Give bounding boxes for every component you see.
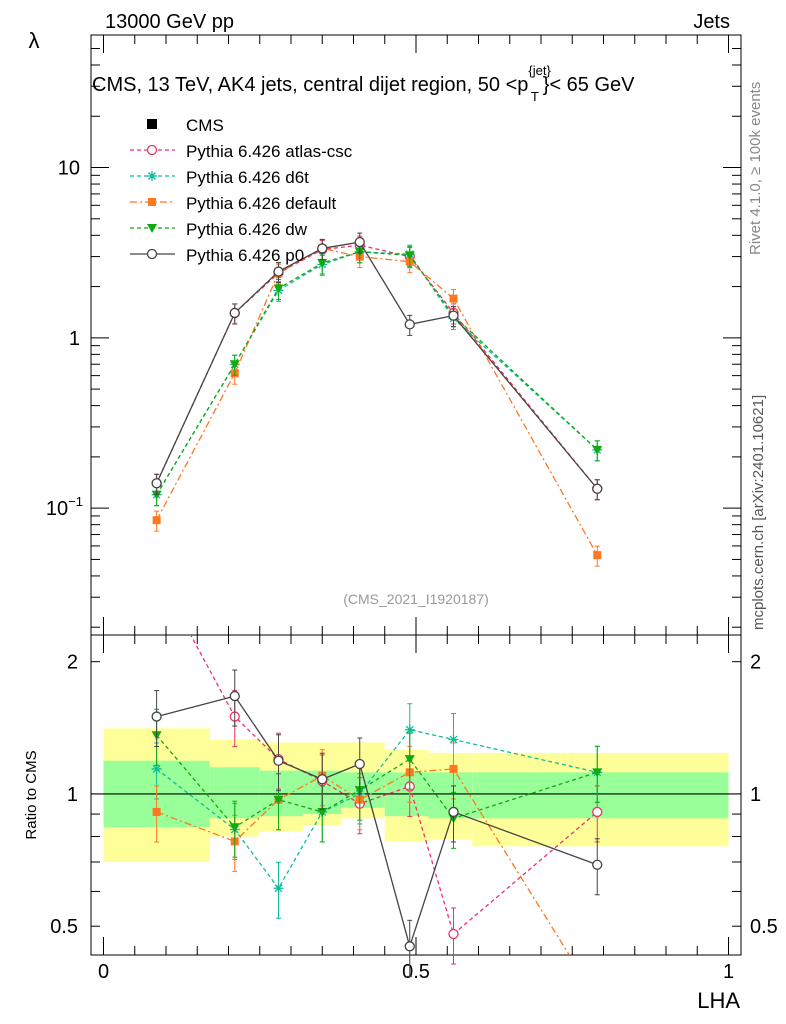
- analysis-watermark: (CMS_2021_I1920187): [343, 591, 489, 607]
- ratio-ytick-label-right: 0.5: [750, 916, 778, 938]
- main-line-d6t: [156, 251, 598, 496]
- main-y-axis-label: λ: [29, 28, 40, 53]
- plot-title-sub: T: [531, 89, 539, 104]
- main-point-dw: [229, 360, 240, 370]
- plot-title-end: }< 65 GeV: [543, 74, 635, 96]
- legend-marker-dw: [147, 224, 157, 233]
- main-point-dw: [317, 259, 328, 269]
- main-point-dw: [151, 490, 162, 500]
- ratio-point-p0: [592, 859, 603, 870]
- main-point-dw: [592, 445, 603, 455]
- ratio-point-p0: [229, 690, 240, 702]
- ratio-line-p0: [156, 695, 598, 949]
- header-left: 13000 GeV pp: [105, 11, 234, 33]
- ratio-ytick-label-right: 2: [750, 652, 761, 674]
- main-point-dw: [404, 251, 415, 261]
- main-line-p0: [156, 241, 598, 490]
- ratio-y-axis-label: Ratio to CMS: [23, 750, 40, 839]
- ratio-line-d6t: [156, 729, 598, 890]
- plot-title: CMS, 13 TeV, AK4 jets, central dijet reg…: [92, 63, 635, 104]
- legend-marker-d6t: [147, 171, 157, 181]
- legend-label-cms: CMS: [186, 116, 224, 135]
- main-ytick-label-base: 10: [46, 498, 68, 520]
- ratio-series-p0: [151, 669, 603, 977]
- ratio-ytick-label-left: 1: [67, 784, 78, 806]
- ratio-uncertainty-bands: [103, 728, 729, 863]
- ratio-ytick-label-left: 2: [67, 652, 78, 674]
- main-point-default: [152, 516, 161, 525]
- main-panel-series: [151, 232, 603, 567]
- main-series-atlas_csc: [151, 235, 603, 501]
- ratio-panel-series: [151, 635, 603, 977]
- ratio-point-p0: [404, 941, 415, 952]
- main-point-p0: [273, 266, 284, 277]
- main-line-default: [156, 247, 598, 556]
- main-line-dw: [156, 251, 598, 496]
- main-point-p0: [151, 478, 162, 489]
- legend-marker-cms: [147, 119, 157, 129]
- x-tick-label: 1: [723, 961, 734, 983]
- x-tick-label: 0: [98, 961, 109, 983]
- legend-marker-default: [148, 198, 156, 206]
- ratio-point-atlas_csc: [448, 928, 459, 940]
- ratio-point-dw: [317, 807, 328, 817]
- legend-marker-p0: [146, 248, 158, 260]
- ratio-point-atlas_csc: [592, 806, 603, 818]
- ratio-point-default: [152, 807, 161, 816]
- ratio-point-dw: [404, 755, 415, 765]
- legend-label-default: Pythia 6.426 default: [186, 194, 337, 213]
- legend-label-p0: Pythia 6.426 p0: [186, 246, 304, 265]
- ratio-line-dw: [156, 734, 598, 829]
- x-tick-label: 0.5: [402, 961, 430, 983]
- plot-title-main: CMS, 13 TeV, AK4 jets, central dijet reg…: [92, 74, 528, 96]
- legend-label-atlas_csc: Pythia 6.426 atlas-csc: [186, 142, 353, 161]
- main-point-default: [449, 294, 458, 303]
- main-point-p0: [404, 319, 415, 330]
- ratio-point-dw: [273, 795, 284, 805]
- ratio-ytick-label-right: 1: [750, 784, 761, 806]
- main-ytick-label: 10−1: [46, 494, 83, 520]
- ratio-point-d6t: [273, 883, 284, 894]
- main-point-p0: [592, 483, 603, 494]
- ratio-point-p0: [317, 774, 328, 785]
- ratio-point-d6t: [404, 724, 415, 735]
- legend: CMS Pythia 6.426 atlas-csc Pythia 6.426 d6…: [130, 116, 353, 265]
- x-axis-label: LHA: [697, 988, 740, 1013]
- legend-label-dw: Pythia 6.426 dw: [186, 220, 308, 239]
- main-point-p0: [354, 236, 365, 248]
- ratio-point-p0: [151, 711, 162, 722]
- main-ytick-label-exp: −1: [68, 494, 83, 509]
- main-point-p0: [317, 243, 328, 254]
- main-ytick-label: 10: [58, 158, 80, 180]
- main-series-p0: [151, 232, 603, 501]
- legend-label-d6t: Pythia 6.426 d6t: [186, 168, 309, 187]
- ratio-point-d6t: [448, 734, 459, 745]
- ratio-line-default: [156, 768, 571, 955]
- ratio-point-dw: [229, 823, 240, 833]
- ratio-point-p0: [273, 755, 284, 766]
- main-series-d6t: [151, 242, 603, 507]
- side-label-rivet: Rivet 4.1.0, ≥ 100k events: [747, 82, 764, 255]
- ratio-point-d6t: [151, 763, 162, 774]
- ratio-point-p0: [354, 758, 365, 770]
- main-ytick-label: 1: [69, 328, 80, 350]
- ratio-point-p0: [448, 806, 459, 818]
- main-series-dw: [151, 242, 603, 507]
- header-right: Jets: [693, 11, 730, 33]
- plot-title-sup: {jet}: [528, 63, 551, 78]
- main-line-atlas_csc: [156, 244, 598, 490]
- main-point-p0: [229, 307, 240, 319]
- ratio-ytick-label-left: 0.5: [50, 916, 78, 938]
- side-label-mcplots: mcplots.cern.ch [arXiv:2401.10621]: [750, 395, 767, 630]
- legend-marker-atlas_csc: [146, 144, 158, 156]
- ratio-point-default: [449, 764, 458, 773]
- main-point-dw: [273, 284, 284, 294]
- ratio-line-atlas_csc: [189, 635, 598, 936]
- main-point-p0: [448, 310, 459, 321]
- ratio-point-dw: [592, 768, 603, 778]
- main-point-default: [593, 551, 602, 560]
- main-series-default: [152, 238, 602, 567]
